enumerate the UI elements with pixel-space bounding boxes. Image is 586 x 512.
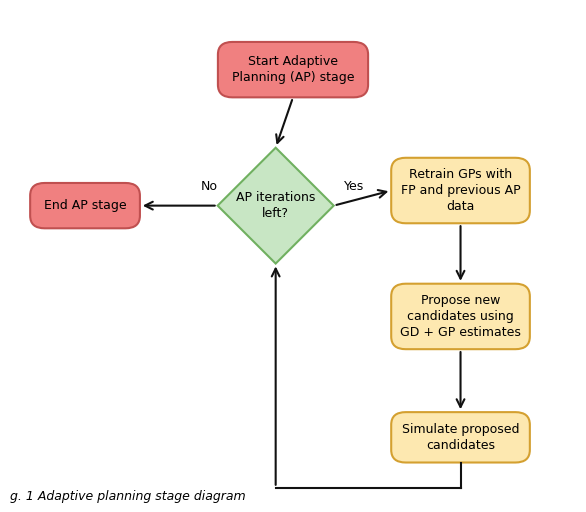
Text: AP iterations
left?: AP iterations left? [236,191,315,220]
Text: Propose new
candidates using
GD + GP estimates: Propose new candidates using GD + GP est… [400,294,521,339]
FancyBboxPatch shape [391,412,530,462]
Text: No: No [201,180,218,193]
Text: End AP stage: End AP stage [44,199,127,212]
FancyBboxPatch shape [391,158,530,223]
Text: Yes: Yes [343,180,364,193]
FancyBboxPatch shape [30,183,140,228]
Polygon shape [217,147,333,264]
Text: Simulate proposed
candidates: Simulate proposed candidates [402,423,519,452]
Text: g. 1 Adaptive planning stage diagram: g. 1 Adaptive planning stage diagram [10,490,246,503]
FancyBboxPatch shape [218,42,368,97]
Text: Retrain GPs with
FP and previous AP
data: Retrain GPs with FP and previous AP data [401,168,520,213]
FancyBboxPatch shape [391,284,530,349]
Text: Start Adaptive
Planning (AP) stage: Start Adaptive Planning (AP) stage [231,55,355,84]
